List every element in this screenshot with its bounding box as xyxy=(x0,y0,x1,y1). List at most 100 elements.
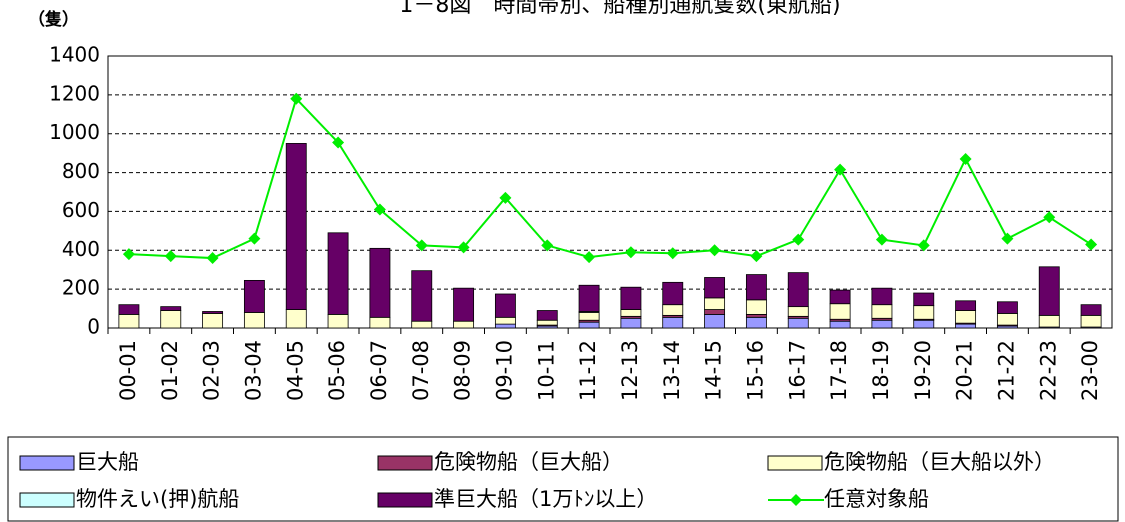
bar-segment xyxy=(453,320,475,329)
bar-segment xyxy=(411,320,433,329)
bar-segment xyxy=(829,303,851,320)
y-tick-label: 1000 xyxy=(49,120,100,144)
x-tick-label: 15-16 xyxy=(743,340,767,401)
bar-segment xyxy=(118,313,140,329)
legend-swatch xyxy=(19,492,75,508)
legend-label: 物件えい(押)航船 xyxy=(76,487,239,511)
bar-segment xyxy=(369,316,391,329)
y-tick-label: 0 xyxy=(87,315,100,339)
legend-label: 危険物船（巨大船） xyxy=(434,450,623,474)
x-tick-label: 21-22 xyxy=(994,340,1018,401)
line-marker xyxy=(875,233,888,246)
bar-segment xyxy=(704,309,726,315)
bar-segment xyxy=(745,316,767,329)
y-tick-label: 1200 xyxy=(49,81,100,105)
line-marker xyxy=(164,250,177,263)
y-tick-label: 800 xyxy=(62,159,100,183)
line-marker xyxy=(541,239,554,252)
line-marker xyxy=(1001,232,1014,245)
bar-segment xyxy=(704,297,726,310)
x-tick-label: 00-01 xyxy=(116,340,140,401)
x-tick-label: 02-03 xyxy=(200,340,224,401)
bar-segment xyxy=(160,310,182,329)
bar-segment xyxy=(704,313,726,329)
bar-segment xyxy=(1038,266,1060,316)
bar-segment xyxy=(955,310,977,324)
x-tick-label: 12-13 xyxy=(618,340,642,401)
bar-segment xyxy=(745,313,767,318)
y-tick-label: 1400 xyxy=(49,43,100,67)
x-tick-label: 14-15 xyxy=(702,340,726,401)
bar-segment xyxy=(787,317,809,329)
bar-segment xyxy=(160,306,182,311)
y-tick-label: 400 xyxy=(62,237,100,261)
y-tick-label: 600 xyxy=(62,198,100,222)
line-marker xyxy=(750,250,763,263)
legend-label: 準巨大船（1万ﾄﾝ以上） xyxy=(434,487,657,511)
bar-segment xyxy=(620,286,642,310)
line-marker xyxy=(959,152,972,165)
legend-box xyxy=(7,436,1119,522)
bar-segment xyxy=(662,281,684,306)
line-marker xyxy=(1043,211,1056,224)
bar-segment xyxy=(327,313,349,329)
bar-segment xyxy=(662,316,684,329)
x-tick-label: 04-05 xyxy=(283,340,307,401)
line-marker xyxy=(290,92,303,105)
bar-segment xyxy=(871,319,893,329)
x-tick-label: 07-08 xyxy=(409,340,433,401)
x-tick-label: 16-17 xyxy=(785,340,809,401)
bar-segment xyxy=(536,310,558,321)
bar-segment xyxy=(913,292,935,307)
bar-segment xyxy=(578,312,600,321)
bar-segment xyxy=(536,319,558,326)
bar-segment xyxy=(494,323,516,329)
bar-segment xyxy=(243,279,265,313)
legend-label: 危険物船（巨大船以外） xyxy=(824,450,1055,474)
bar-segment xyxy=(369,247,391,318)
bar-segment xyxy=(1080,304,1102,316)
bar-segment xyxy=(1080,314,1102,328)
line-marker xyxy=(248,232,261,245)
x-tick-label: 08-09 xyxy=(451,340,475,401)
bar-segment xyxy=(745,274,767,301)
line-marker xyxy=(499,191,512,204)
bar-segment xyxy=(285,143,307,310)
bar-segment xyxy=(787,272,809,308)
bar-segment xyxy=(494,293,516,318)
y-tick-label: 200 xyxy=(62,276,100,300)
y-axis-label: （隻） xyxy=(28,9,79,30)
bar-segment xyxy=(829,320,851,329)
legend-swatch xyxy=(377,455,433,471)
bar-segment xyxy=(955,300,977,311)
bar-segment xyxy=(285,309,307,329)
bar-segment xyxy=(327,232,349,315)
x-tick-label: 05-06 xyxy=(325,340,349,401)
bar-segment xyxy=(704,277,726,299)
bar-segment xyxy=(202,311,224,314)
line-marker xyxy=(122,248,135,261)
x-tick-label: 22-23 xyxy=(1036,340,1060,401)
bar-segment xyxy=(578,284,600,312)
legend-label: 巨大船 xyxy=(76,450,139,474)
bar-segment xyxy=(871,304,893,319)
bar-segment xyxy=(1038,314,1060,328)
line-marker xyxy=(792,233,805,246)
legend-label: 任意対象船 xyxy=(824,487,929,511)
line-marker xyxy=(917,239,930,252)
bar-segment xyxy=(202,313,224,329)
x-tick-label: 23-00 xyxy=(1078,340,1102,401)
bar-segment xyxy=(453,287,475,322)
legend-swatch xyxy=(19,455,75,471)
line-marker xyxy=(708,244,721,257)
legend-swatch xyxy=(377,492,433,508)
x-tick-label: 20-21 xyxy=(953,340,977,401)
bar-segment xyxy=(913,305,935,320)
bar-segment xyxy=(118,304,140,315)
line xyxy=(128,96,1092,260)
bar-segment xyxy=(745,299,767,315)
bar-segment xyxy=(787,306,809,317)
bar-segment xyxy=(871,287,893,306)
bar-segment xyxy=(955,323,977,329)
